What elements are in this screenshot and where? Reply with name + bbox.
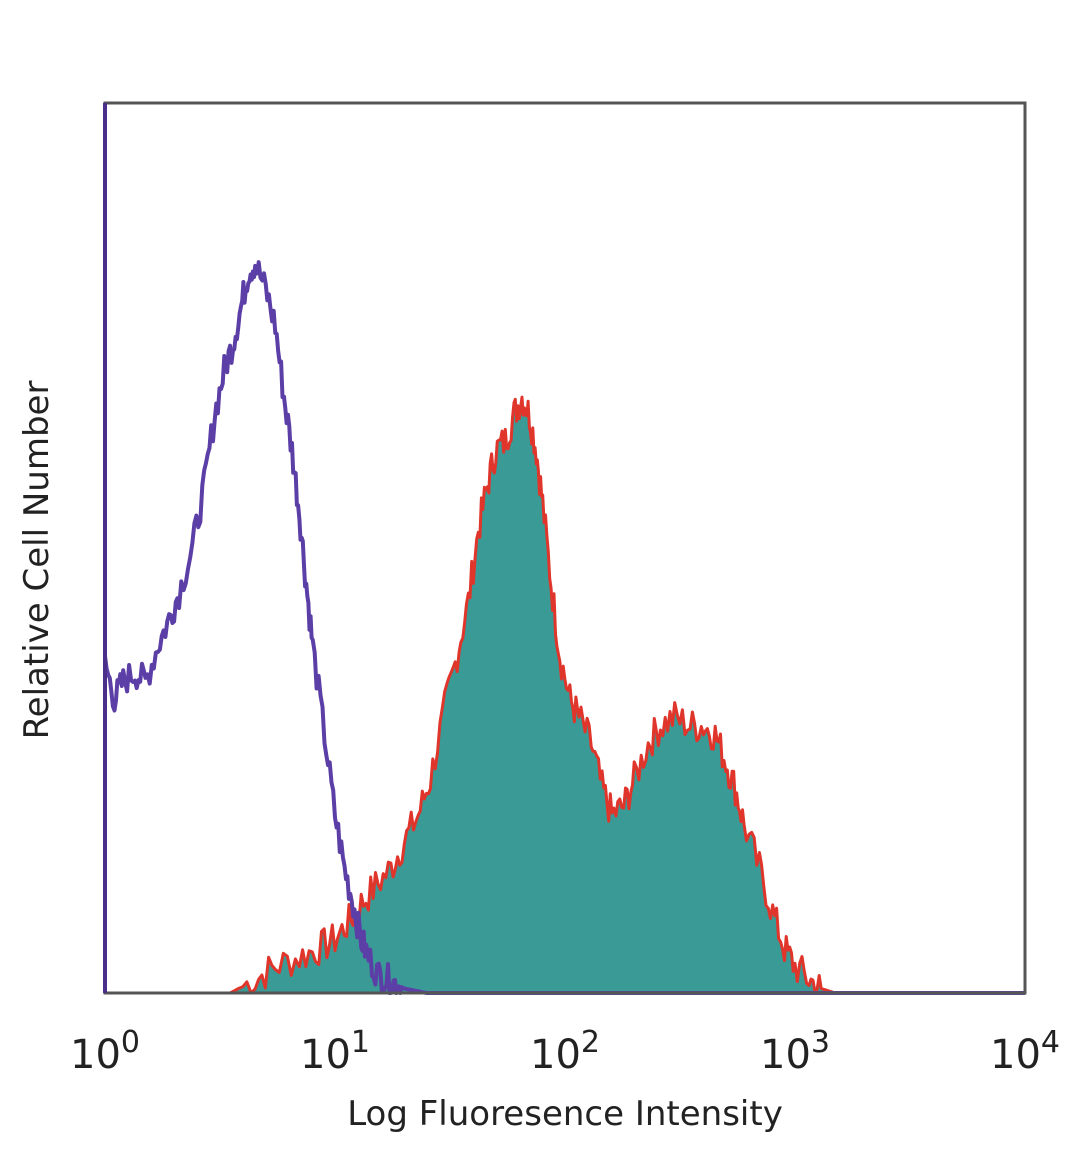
isotype-control-histogram [103,260,1025,995]
x-tick-label: 101 [300,1025,370,1078]
x-tick-label: 104 [990,1025,1060,1078]
stained-sample-histogram-fill [105,397,1025,994]
stained-sample-histogram-outline [105,395,1025,995]
x-tick-label: 102 [530,1025,600,1078]
x-tick-labels: 100 101 102 103 104 [70,1025,1060,1078]
series-layer [103,260,1025,995]
x-tick-label: 103 [760,1025,830,1078]
x-tick-label: 100 [70,1025,140,1078]
x-axis-label: Log Fluoresence Intensity [347,1094,783,1134]
y-axis-label: Relative Cell Number [17,381,57,740]
